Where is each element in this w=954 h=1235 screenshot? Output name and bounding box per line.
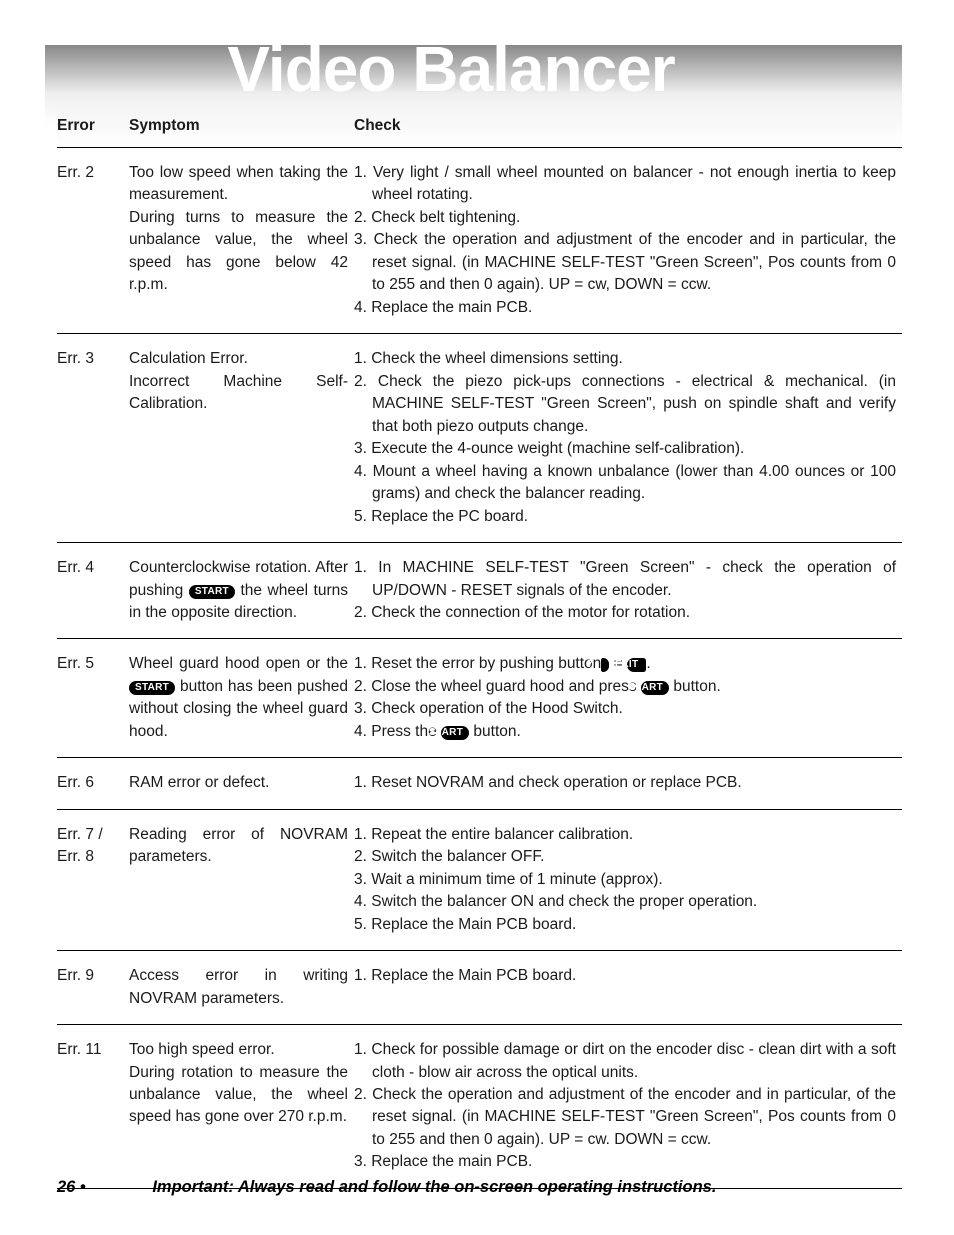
symptom-cell: Counterclockwise rotation. After pushing… (129, 543, 354, 639)
check-item: 4. Replace the main PCB. (354, 297, 896, 319)
error-table: Error Symptom Check Err. 2Too low speed … (57, 105, 902, 1189)
check-list: 1. Check the wheel dimensions setting.2.… (354, 348, 896, 528)
check-cell: 1. Replace the Main PCB board. (354, 951, 902, 1025)
seven-pill: 7 (601, 658, 609, 672)
page-number: 26 • (57, 1178, 86, 1196)
check-item: 4. Press the START button. (354, 721, 896, 743)
check-item: 5. Replace the PC board. (354, 506, 896, 528)
check-item: 1. Check for possible damage or dirt on … (354, 1039, 896, 1084)
error-code: Err. 4 (57, 543, 129, 639)
check-item: 3. Wait a minimum time of 1 minute (appr… (354, 869, 896, 891)
check-item: 3. Execute the 4-ounce weight (machine s… (354, 438, 896, 460)
start-pill: START (441, 726, 469, 740)
check-list: 1. Reset NOVRAM and check operation or r… (354, 772, 896, 794)
check-item: 3. Check operation of the Hood Switch. (354, 698, 896, 720)
start-pill: START (129, 681, 175, 695)
col-header-symptom: Symptom (129, 105, 354, 148)
check-cell: 1. Reset NOVRAM and check operation or r… (354, 758, 902, 809)
symptom-cell: Reading error of NOVRAM parameters. (129, 809, 354, 950)
start-pill: START (641, 681, 669, 695)
check-cell: 1. In MACHINE SELF-TEST "Green Screen" -… (354, 543, 902, 639)
check-cell: 1. Repeat the entire balancer calibratio… (354, 809, 902, 950)
table-row: Err. 4Counterclockwise rotation. After p… (57, 543, 902, 639)
table-row: Err. 5Wheel guard hood open or the START… (57, 639, 902, 758)
check-list: 1. Replace the Main PCB board. (354, 965, 896, 987)
check-item: 2. Check the connection of the motor for… (354, 602, 896, 624)
table-row: Err. 2Too low speed when taking the meas… (57, 148, 902, 334)
check-item: 5. Replace the Main PCB board. (354, 914, 896, 936)
check-item: 2. Close the wheel guard hood and press … (354, 676, 896, 698)
page-footer: 26 • Important: Always read and follow t… (57, 1178, 902, 1197)
symptom-cell: RAM error or defect. (129, 758, 354, 809)
symptom-cell: Too low speed when taking the measuremen… (129, 148, 354, 334)
symptom-cell: Calculation Error.Incorrect Machine Self… (129, 334, 354, 543)
symptom-cell: Access error in writing NOVRAM parameter… (129, 951, 354, 1025)
error-code: Err. 11 (57, 1025, 129, 1189)
check-cell: 1. Very light / small wheel mounted on b… (354, 148, 902, 334)
check-item: 2. Check belt tightening. (354, 207, 896, 229)
exit-pill: EXIT (627, 658, 646, 672)
check-item: 2. Switch the balancer OFF. (354, 846, 896, 868)
col-header-error: Error (57, 105, 129, 148)
check-item: 2. Check the operation and adjustment of… (354, 1084, 896, 1151)
error-code: Err. 6 (57, 758, 129, 809)
symptom-cell: Too high speed error.During rotation to … (129, 1025, 354, 1189)
check-list: 1. Very light / small wheel mounted on b… (354, 162, 896, 319)
content-area: Error Symptom Check Err. 2Too low speed … (57, 105, 902, 1189)
table-row: Err. 11Too high speed error.During rotat… (57, 1025, 902, 1189)
footer-note: Important: Always read and follow the on… (152, 1178, 716, 1197)
error-code: Err. 3 (57, 334, 129, 543)
check-cell: 1. Check for possible damage or dirt on … (354, 1025, 902, 1189)
check-list: 1. Reset the error by pushing button7 = … (354, 653, 896, 743)
start-pill: START (189, 585, 235, 599)
error-code: Err. 5 (57, 639, 129, 758)
col-header-check: Check (354, 105, 902, 148)
check-item: 4. Mount a wheel having a known unbalanc… (354, 461, 896, 506)
check-item: 1. Reset NOVRAM and check operation or r… (354, 772, 896, 794)
check-cell: 1. Check the wheel dimensions setting.2.… (354, 334, 902, 543)
check-list: 1. Repeat the entire balancer calibratio… (354, 824, 896, 936)
check-item: 1. Very light / small wheel mounted on b… (354, 162, 896, 207)
error-code: Err. 7 / Err. 8 (57, 809, 129, 950)
symptom-cell: Wheel guard hood open or the START butto… (129, 639, 354, 758)
check-item: 1. Reset the error by pushing button7 = … (354, 653, 896, 675)
check-list: 1. Check for possible damage or dirt on … (354, 1039, 896, 1174)
error-code: Err. 9 (57, 951, 129, 1025)
table-row: Err. 7 / Err. 8Reading error of NOVRAM p… (57, 809, 902, 950)
check-item: 1. In MACHINE SELF-TEST "Green Screen" -… (354, 557, 896, 602)
table-row: Err. 3Calculation Error.Incorrect Machin… (57, 334, 902, 543)
check-cell: 1. Reset the error by pushing button7 = … (354, 639, 902, 758)
check-item: 3. Replace the main PCB. (354, 1151, 896, 1173)
check-item: 2. Check the piezo pick-ups connections … (354, 371, 896, 438)
check-item: 3. Check the operation and adjustment of… (354, 229, 896, 296)
check-list: 1. In MACHINE SELF-TEST "Green Screen" -… (354, 557, 896, 624)
check-item: 1. Repeat the entire balancer calibratio… (354, 824, 896, 846)
error-code: Err. 2 (57, 148, 129, 334)
table-row: Err. 6RAM error or defect.1. Reset NOVRA… (57, 758, 902, 809)
check-item: 4. Switch the balancer ON and check the … (354, 891, 896, 913)
check-item: 1. Check the wheel dimensions setting. (354, 348, 896, 370)
check-item: 1. Replace the Main PCB board. (354, 965, 896, 987)
table-row: Err. 9Access error in writing NOVRAM par… (57, 951, 902, 1025)
